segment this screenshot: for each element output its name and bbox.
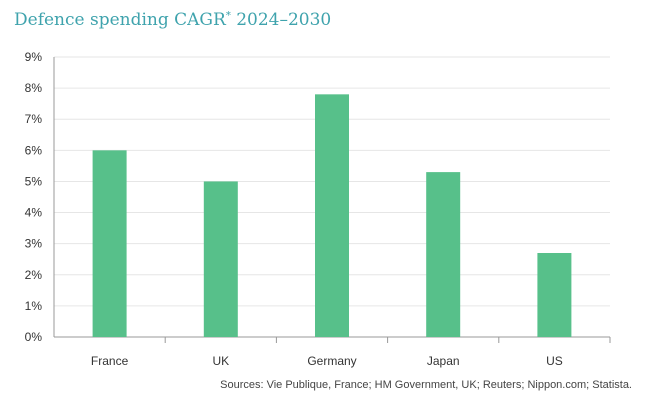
bar: [315, 94, 349, 337]
y-tick-label: 6%: [25, 143, 43, 157]
x-tick-label: Germany: [307, 354, 356, 368]
y-tick-label: 0%: [25, 330, 43, 344]
bar: [426, 172, 461, 337]
x-tick-label: France: [91, 354, 129, 368]
y-tick-label: 2%: [25, 268, 43, 282]
x-tick-label: UK: [212, 354, 229, 368]
bar: [537, 253, 572, 337]
y-tick-label: 3%: [25, 237, 43, 251]
y-tick-label: 9%: [25, 50, 43, 64]
y-tick-label: 5%: [25, 174, 43, 188]
y-tick-label: 7%: [25, 112, 43, 126]
chart-title: Defence spending CAGR* 2024–2030: [14, 10, 332, 30]
y-tick-label: 8%: [25, 81, 43, 95]
bar: [203, 181, 238, 337]
y-tick-label: 4%: [25, 206, 43, 220]
y-tick-label: 1%: [25, 299, 43, 313]
bar: [92, 150, 127, 337]
x-tick-label: US: [546, 354, 563, 368]
x-tick-label: Japan: [427, 354, 460, 368]
source-note: Sources: Vie Publique, France; HM Govern…: [220, 379, 632, 391]
